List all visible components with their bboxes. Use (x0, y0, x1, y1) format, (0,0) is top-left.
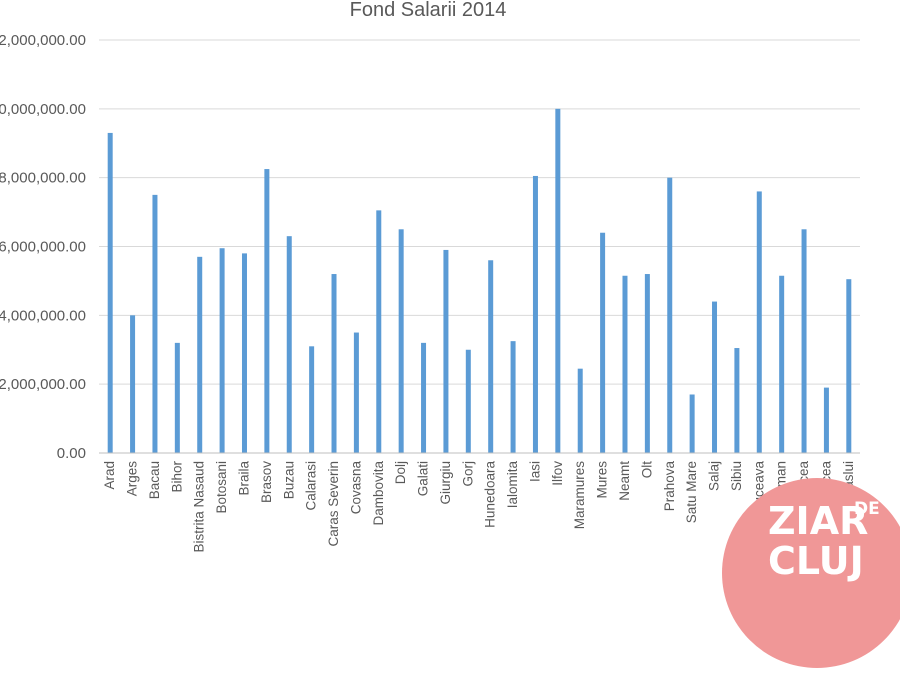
x-tick-label: Calarasi (304, 461, 319, 511)
bar-arges (130, 315, 136, 453)
logo-word-cluj: CLUJ (768, 539, 864, 583)
bar-ilfov (555, 108, 561, 453)
x-tick-label: Galati (416, 461, 431, 496)
bar-brasov (264, 169, 270, 453)
bar-galati (421, 342, 427, 453)
x-tick-label: Arges (125, 461, 140, 497)
x-tick-label: Satu Mare (684, 461, 699, 523)
x-tick-label: Olt (639, 461, 654, 479)
gridlines (99, 39, 860, 385)
x-tick-label: Sibiu (729, 461, 744, 491)
x-tick-label: Bacau (147, 461, 162, 499)
bar-olt (644, 274, 650, 453)
y-tick-label: 2,000,000.00 (0, 376, 86, 393)
bar-prahova (667, 177, 673, 453)
y-axis-tick-labels: 0.00 2,000,000.00 4,000,000.00 6,000,000.00… (0, 32, 86, 462)
x-tick-label: Dambovita (371, 461, 386, 526)
bar-chart: Fond Salarii 2014 0.00 2,000,000.00 4,000,… (0, 0, 860, 553)
logo-word-ziar: ZIAR (768, 499, 868, 543)
x-tick-label: Giurgiu (438, 461, 453, 505)
x-tick-label: Ilfov (550, 461, 565, 486)
bar-tulcea (801, 229, 807, 453)
x-tick-label: Brasov (259, 461, 274, 503)
x-tick-label: Gorj (460, 461, 475, 487)
x-tick-label: Prahova (662, 461, 677, 512)
bar-neamt (622, 275, 628, 453)
bar-maramures (577, 368, 583, 453)
bar-salaj (712, 301, 718, 453)
x-tick-label: Hunedoara (483, 461, 498, 528)
y-tick-label: 10,000,000.00 (0, 101, 86, 118)
bar-caras-severin (331, 274, 337, 453)
bar-bistrita-nasaud (197, 256, 203, 453)
x-tick-label: Bihor (169, 460, 184, 492)
bar-dambovita (376, 210, 382, 453)
bars (107, 108, 852, 454)
x-tick-label: Botosani (214, 461, 229, 514)
x-tick-label: Braila (236, 461, 251, 496)
x-tick-label: Arad (102, 461, 117, 490)
x-tick-label: Covasna (348, 461, 363, 515)
bar-braila (241, 253, 247, 453)
logo-word-de: DE (854, 499, 880, 519)
bar-giurgiu (443, 249, 449, 453)
bar-gorj (465, 349, 471, 453)
bar-suceava (756, 191, 762, 453)
y-tick-label: 0.00 (57, 445, 86, 462)
bar-calarasi (309, 346, 315, 453)
x-tick-label: Neamt (617, 461, 632, 501)
bar-arad (107, 132, 113, 454)
bar-botosani (219, 248, 225, 453)
bar-ialomita (510, 341, 516, 453)
y-tick-label: 12,000,000.00 (0, 32, 86, 49)
bar-teleorman (779, 275, 785, 453)
x-tick-label: Dolj (393, 461, 408, 484)
bar-covasna (353, 332, 359, 453)
x-tick-label: Salaj (707, 461, 722, 491)
bar-iasi (532, 175, 538, 453)
bar-hunedoara (488, 260, 494, 453)
x-tick-label: Caras Severin (326, 461, 341, 547)
bar-vaslui (846, 279, 852, 453)
bar-bihor (174, 342, 180, 453)
bar-valcea (823, 387, 829, 453)
x-tick-label: Maramures (572, 461, 587, 530)
x-tick-label: Buzau (281, 461, 296, 499)
bar-bacau (152, 194, 158, 453)
x-tick-label: Mures (595, 461, 610, 499)
chart-title: Fond Salarii 2014 (350, 0, 507, 21)
y-tick-label: 4,000,000.00 (0, 307, 86, 324)
x-tick-label: Bistrita Nasaud (192, 461, 207, 553)
bar-dolj (398, 229, 404, 453)
bar-sibiu (734, 348, 740, 453)
x-tick-label: Iasi (527, 461, 542, 482)
bar-buzau (286, 236, 292, 453)
x-tick-label: Ialomita (505, 461, 520, 509)
y-tick-label: 6,000,000.00 (0, 239, 86, 256)
bar-mures (600, 232, 606, 453)
ziar-de-cluj-logo: ZIAR DE CLUJ (722, 478, 900, 668)
bar-satu-mare (689, 394, 695, 453)
y-tick-label: 8,000,000.00 (0, 170, 86, 187)
